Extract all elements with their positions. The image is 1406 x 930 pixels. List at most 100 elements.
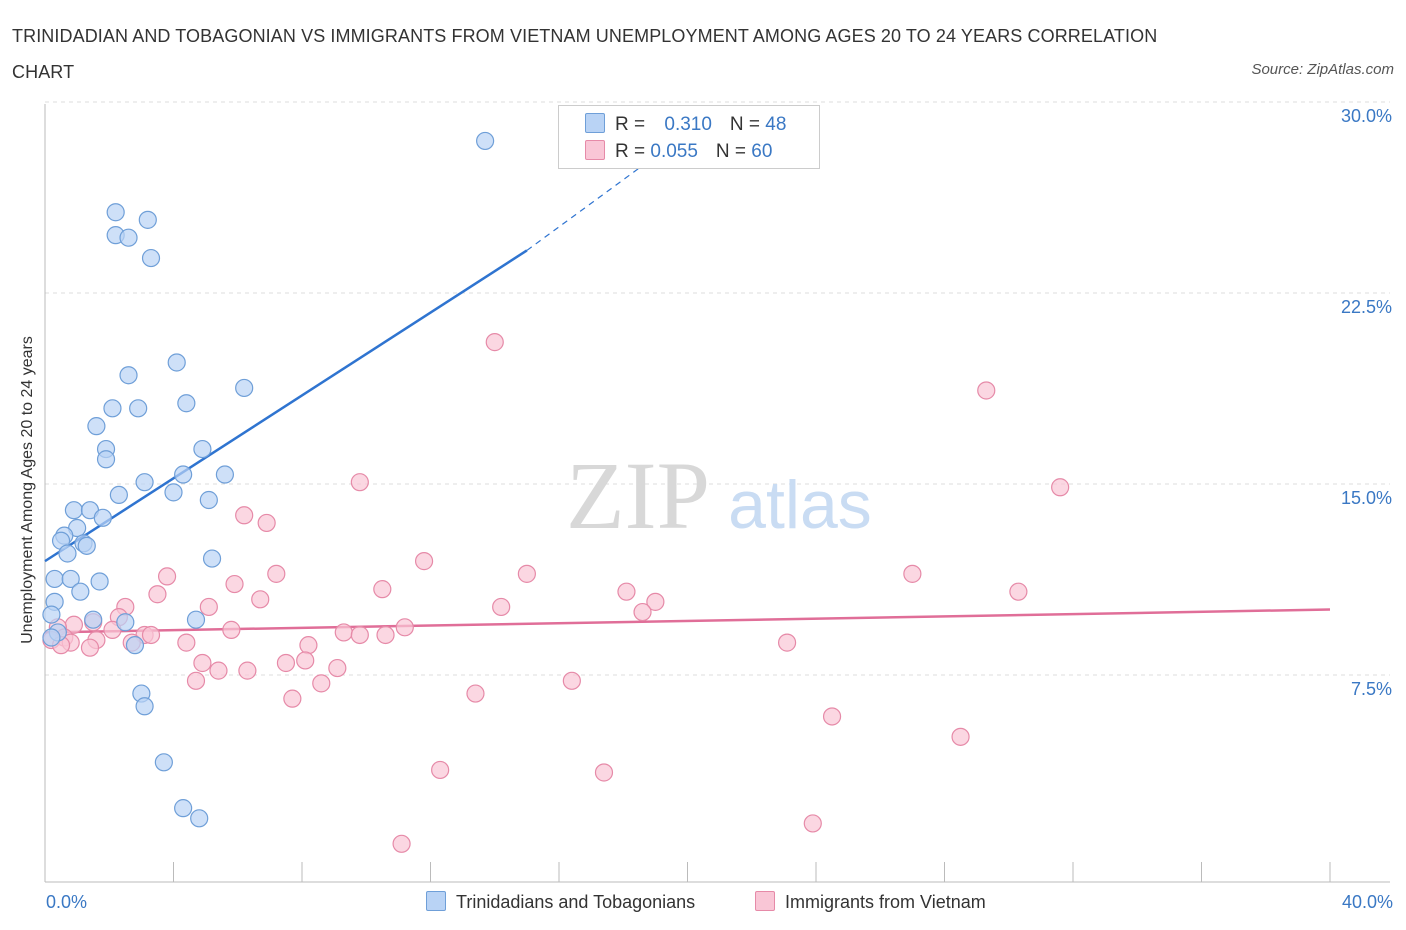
point-trinidadian [215,465,234,484]
point-vietnam [633,602,652,622]
series-legend-trinidadian: Trinidadians and Tobagonians [426,889,695,915]
point-trinidadian [119,228,138,247]
point-trinidadian [202,549,222,568]
point-vietnam [235,506,254,525]
point-trinidadian [87,417,106,436]
point-vietnam [209,661,228,680]
series-legend-vietnam: Immigrants from Vietnam [755,889,986,915]
legend-row-vietnam: R = 0.055 N = 60 [585,139,772,165]
point-vietnam [199,597,218,617]
point-trinidadian [135,473,154,492]
point-trinidadian [103,399,122,418]
point-vietnam [977,381,996,400]
trend-line-vietnam [44,608,1331,634]
y-tick-label: 7.5% [1350,679,1392,699]
point-trinidadian [125,636,145,655]
point-vietnam [141,625,161,645]
point-trinidadian [135,697,154,716]
point-trinidadian [58,544,77,563]
legend-n-value: 60 [751,141,773,162]
chart-title: TRINIDADIAN AND TOBAGONIAN VS IMMIGRANTS… [12,26,1158,82]
point-vietnam [466,684,485,703]
series-name-vietnam: Immigrants from Vietnam [785,892,986,912]
point-trinidadian [119,366,138,385]
point-trinidadian [45,569,64,589]
point-vietnam [350,625,369,645]
point-vietnam [257,513,276,533]
point-vietnam [431,760,450,780]
source-label: Source: ZipAtlas.com [1251,61,1394,78]
legend-row-trinidadian: R = 0.310 N = 48 [585,112,786,138]
point-vietnam [395,618,414,637]
legend-n-label: N = [729,114,766,135]
point-trinidadian [164,483,183,502]
legend-swatch-pink [585,140,605,160]
point-vietnam [251,590,270,609]
point-vietnam [350,473,369,492]
legend-n-value: 48 [765,114,787,135]
point-vietnam [238,661,257,680]
point-trinidadian [106,203,125,222]
point-vietnam [617,582,636,601]
point-vietnam [225,574,244,594]
point-trinidadian [96,450,116,469]
point-vietnam [414,552,434,571]
watermark-atlas: atlas [728,467,872,543]
series-swatch-blue [426,891,446,911]
point-vietnam [148,585,167,604]
y-tick-label: 15.0% [1340,488,1392,508]
point-trinidadian [235,378,254,398]
x-tick-label: 40.0% [1341,892,1393,912]
legend-r-value: 0.310 [664,114,712,135]
point-trinidadian [116,613,135,632]
point-trinidadian [90,572,109,591]
y-tick-label: 22.5% [1340,297,1392,317]
point-vietnam [492,597,511,617]
legend-n-label: N = [715,141,752,162]
point-vietnam [1009,582,1028,601]
point-trinidadian [154,753,173,772]
point-trinidadian [141,248,161,268]
y-tick-label: 30.0% [1340,106,1392,126]
point-vietnam [334,623,353,642]
point-vietnam [392,834,411,853]
gridlines [45,101,1390,676]
point-vietnam [80,638,100,657]
point-trinidadian [186,610,206,629]
point-vietnam [646,592,665,611]
y-axis-label-wrap: Unemployment Among Ages 20 to 24 years [16,100,40,880]
point-trinidadian [177,394,196,413]
point-trinidadian [61,569,80,589]
legend-r-label: R = [615,141,651,162]
point-trinidadian [199,490,218,510]
point-vietnam [299,636,318,655]
point-vietnam [777,633,797,652]
legend-r-value: 0.055 [650,141,698,162]
point-trinidadian [174,465,193,484]
point-vietnam [267,564,286,583]
point-trinidadian [167,353,186,372]
point-vietnam [485,333,504,352]
point-trinidadian [84,610,103,629]
point-vietnam [283,689,302,708]
point-trinidadian [42,605,61,624]
y-axis-label: Unemployment Among Ages 20 to 24 years [19,336,36,644]
trend-line-trinidadian-extension [526,155,656,251]
point-trinidadian [64,501,84,520]
point-vietnam [562,671,581,690]
point-trinidadian [42,628,61,647]
point-trinidadian [138,210,157,229]
point-vietnam [517,564,536,583]
point-vietnam [328,658,347,678]
point-trinidadian [129,399,148,418]
point-trinidadian [174,799,193,818]
watermark-zip: ZIP [566,442,710,549]
point-vietnam [594,763,614,782]
point-vietnam [822,707,842,726]
x-tick-label: 0.0% [46,892,88,912]
point-vietnam [276,653,296,673]
point-vietnam [312,674,331,693]
point-trinidadian [193,439,212,459]
point-trinidadian [71,582,90,601]
